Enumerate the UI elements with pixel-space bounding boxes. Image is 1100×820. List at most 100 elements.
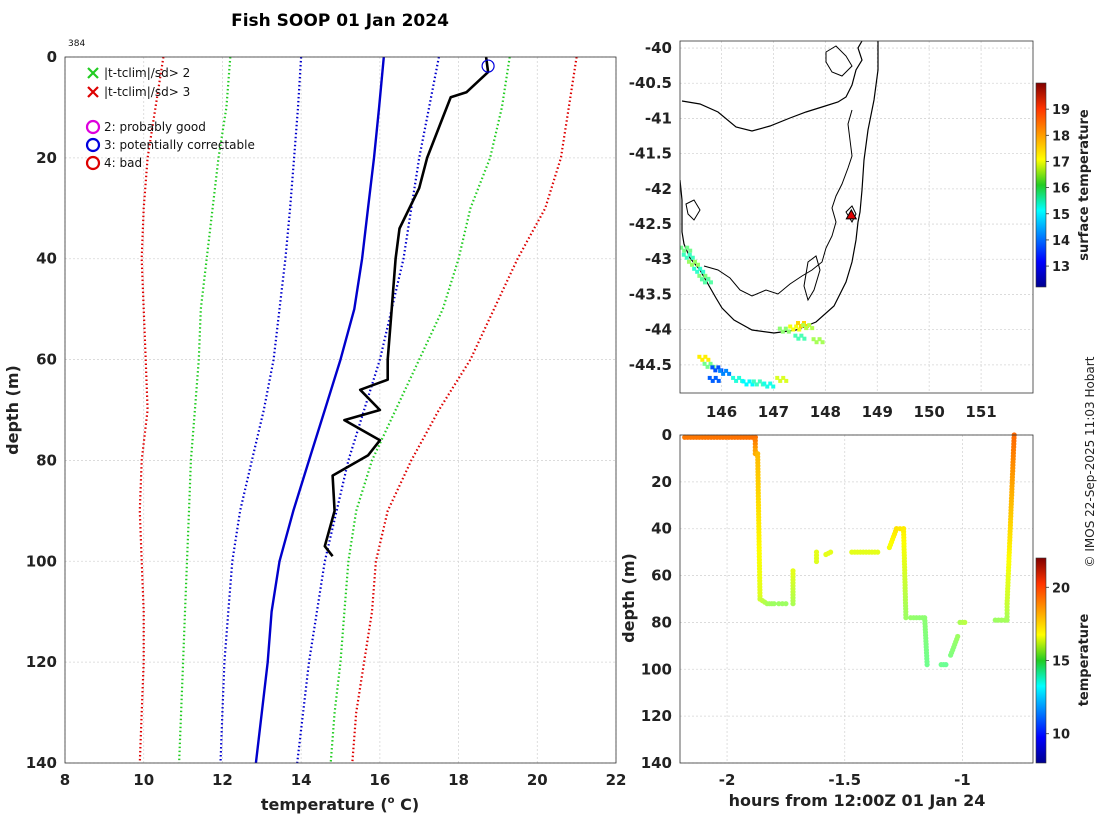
profile-xlabel: temperature (o C)	[261, 795, 419, 814]
sst-point-13-1	[705, 364, 710, 369]
ts-ytick-40: 40	[651, 520, 672, 538]
sst-point-10-1	[796, 336, 801, 341]
map-colorbar-label: surface temperature	[1077, 109, 1092, 261]
map-colorbar-ticks: 13 14 15 16 17 18 19	[1046, 103, 1070, 275]
profile-series	[138, 57, 578, 763]
sst-point-18-0	[741, 379, 746, 384]
sst-point-5-3	[708, 280, 713, 285]
sst-point-2-2	[692, 259, 697, 264]
flinders-island	[825, 45, 853, 77]
sst-point-21-0	[775, 375, 780, 380]
sst-point-15-3	[727, 371, 732, 376]
sst-points	[680, 245, 825, 389]
map-ytick--44: -44	[645, 321, 672, 339]
profile-ytick-120: 120	[26, 653, 57, 671]
ts-xtick-1: -1.5	[828, 771, 861, 789]
sst-point-15-2	[724, 368, 729, 373]
sst-point-9-1	[804, 326, 809, 331]
sst-point-6-1	[780, 329, 785, 334]
profile-line--2-sd	[329, 57, 511, 763]
map-cb-tick-15: 15	[1052, 208, 1070, 223]
legend-circle-icon-3	[85, 137, 101, 153]
legend-circle-icon-2	[85, 119, 101, 135]
legend-circle-icon-4	[85, 155, 101, 171]
ts-xtick-2: -1	[954, 771, 971, 789]
map-cb-tick-16: 16	[1052, 182, 1070, 197]
map-ytick--43.5: -43.5	[629, 285, 672, 303]
profile-location-marker	[845, 208, 858, 220]
sst-point-2-1	[689, 262, 694, 267]
sst-point-20-1	[765, 384, 770, 389]
profile-xtick-18: 18	[448, 771, 469, 789]
ts-xtick-0: -2	[719, 771, 736, 789]
ts-ytick-60: 60	[651, 567, 672, 585]
ts-point-105	[813, 549, 820, 555]
ts-points	[682, 432, 1017, 668]
legend-label-2: 2: probably good	[104, 120, 206, 134]
map-ytick--44.5: -44.5	[629, 356, 672, 374]
sst-point-11-3	[820, 340, 825, 345]
profile-ytick-0: 0	[47, 48, 57, 66]
sst-point-9-3	[810, 326, 815, 331]
ts-colorbar-ticks: 10 15 20	[1046, 581, 1070, 743]
sst-point-14-0	[710, 365, 715, 370]
sst-point-14-2	[716, 365, 721, 370]
ts-point-86	[771, 601, 777, 607]
profile-ytick-20: 20	[36, 149, 57, 167]
sst-point-3-1	[695, 269, 700, 274]
timeseries-chart: -2 -1.5 -1 0 20 40 60 80 100 120 140 hours from 12…	[619, 426, 1092, 810]
sst-point-7-3	[797, 327, 802, 332]
profile-ylabel: depth (m)	[3, 365, 22, 455]
sst-point-18-3	[750, 382, 755, 387]
map-content	[680, 41, 879, 389]
sst-point-1-2	[687, 252, 692, 257]
map-ytick--40.5: -40.5	[629, 74, 672, 92]
sst-point-13-2	[708, 361, 713, 366]
ts-point-89	[783, 601, 789, 607]
sst-point-12-1	[700, 357, 705, 362]
sst-point-6-3	[786, 329, 791, 334]
sst-point-13-0	[702, 361, 707, 366]
sst-point-16-2	[713, 375, 718, 380]
sst-point-11-0	[811, 337, 816, 342]
sst-point-17-1	[734, 378, 739, 383]
sst-point-2-3	[695, 262, 700, 267]
sst-point-10-3	[802, 336, 807, 341]
sst-point-18-1	[744, 382, 749, 387]
profile-xlabel-end: C)	[395, 795, 420, 814]
map-xtick-151: 151	[965, 403, 996, 421]
sst-point-0-2	[685, 245, 690, 250]
sst-point-2-0	[686, 259, 691, 264]
sst-point-7-2	[794, 324, 799, 329]
sst-point-20-2	[768, 381, 773, 386]
ts-point-101	[790, 568, 796, 574]
profile-line-clim-mean	[254, 57, 385, 763]
sst-point-17-0	[731, 375, 736, 380]
ts-cb-tick-15: 15	[1052, 655, 1070, 670]
profile-line-profile	[323, 57, 490, 557]
sst-point-5-0	[699, 277, 704, 282]
ts-point-87	[776, 601, 782, 607]
ts-ytick-80: 80	[651, 613, 672, 631]
map-xtick-149: 149	[862, 403, 893, 421]
ts-ytick-0: 0	[662, 426, 672, 444]
legend-x-icon-1	[87, 86, 99, 98]
profile-xtick-20: 20	[527, 771, 548, 789]
profile-xtick-12: 12	[212, 771, 233, 789]
profile-ytick-40: 40	[36, 250, 57, 268]
profile-xtick-22: 22	[606, 771, 627, 789]
sst-point-12-3	[706, 357, 711, 362]
sst-point-3-0	[692, 266, 697, 271]
map-cb-tick-13: 13	[1052, 260, 1070, 275]
ts-ytick-20: 20	[651, 473, 672, 491]
sst-point-7-1	[791, 327, 796, 332]
ts-xlabel: hours from 12:00Z 01 Jan 24	[729, 791, 986, 810]
ts-plot-area	[680, 435, 1033, 763]
map-ytick--42: -42	[645, 180, 672, 198]
sst-point-11-1	[814, 340, 819, 345]
sst-point-0-1	[682, 248, 687, 253]
ts-point-108	[828, 549, 834, 555]
tasmania-inner-coast	[703, 109, 853, 297]
sst-point-0-0	[680, 245, 684, 250]
sst-point-0-3	[688, 248, 693, 253]
